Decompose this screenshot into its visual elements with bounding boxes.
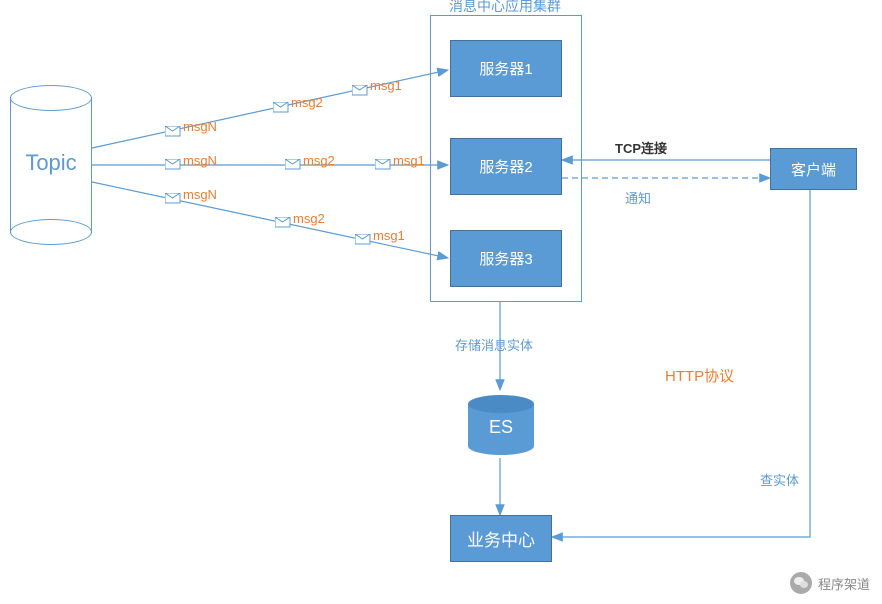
server-3: 服务器3 <box>450 230 562 287</box>
envelope-icon <box>375 159 391 170</box>
server-3-label: 服务器3 <box>479 248 532 269</box>
client-box: 客户端 <box>770 148 857 190</box>
notify-label: 通知 <box>625 188 651 207</box>
store-label: 存储消息实体 <box>455 335 533 354</box>
msg-label: msg1 <box>370 78 402 93</box>
envelope-icon <box>285 159 301 170</box>
msg-label: msgN <box>183 119 217 134</box>
envelope-icon <box>355 234 371 245</box>
watermark-text: 程序架道 <box>818 574 870 593</box>
server-1: 服务器1 <box>450 40 562 97</box>
server-2: 服务器2 <box>450 138 562 195</box>
envelope-icon <box>165 126 181 137</box>
msg-label: msg2 <box>293 211 325 226</box>
client-label: 客户端 <box>791 159 836 180</box>
watermark: 程序架道 <box>790 572 870 594</box>
msg-label: msg1 <box>393 153 425 168</box>
envelope-icon <box>275 217 291 228</box>
server-2-label: 服务器2 <box>479 156 532 177</box>
query-label: 查实体 <box>760 470 799 489</box>
envelope-icon <box>165 193 181 204</box>
biz-box: 业务中心 <box>450 515 552 562</box>
topic-cylinder: Topic <box>10 85 92 245</box>
es-cylinder: ES <box>468 395 534 455</box>
server-1-label: 服务器1 <box>479 58 532 79</box>
envelope-icon <box>352 85 368 96</box>
msg-label: msg1 <box>373 228 405 243</box>
msg-label: msg2 <box>291 95 323 110</box>
topic-label: Topic <box>10 150 92 176</box>
envelope-icon <box>273 102 289 113</box>
http-label: HTTP协议 <box>665 365 734 386</box>
msg-label: msg2 <box>303 153 335 168</box>
cluster-title: 消息中心应用集群 <box>430 0 580 16</box>
wechat-icon <box>790 572 812 594</box>
biz-label: 业务中心 <box>467 526 535 551</box>
envelope-icon <box>165 159 181 170</box>
es-label: ES <box>468 417 534 438</box>
msg-label: msgN <box>183 187 217 202</box>
tcp-label: TCP连接 <box>615 138 667 157</box>
msg-label: msgN <box>183 153 217 168</box>
